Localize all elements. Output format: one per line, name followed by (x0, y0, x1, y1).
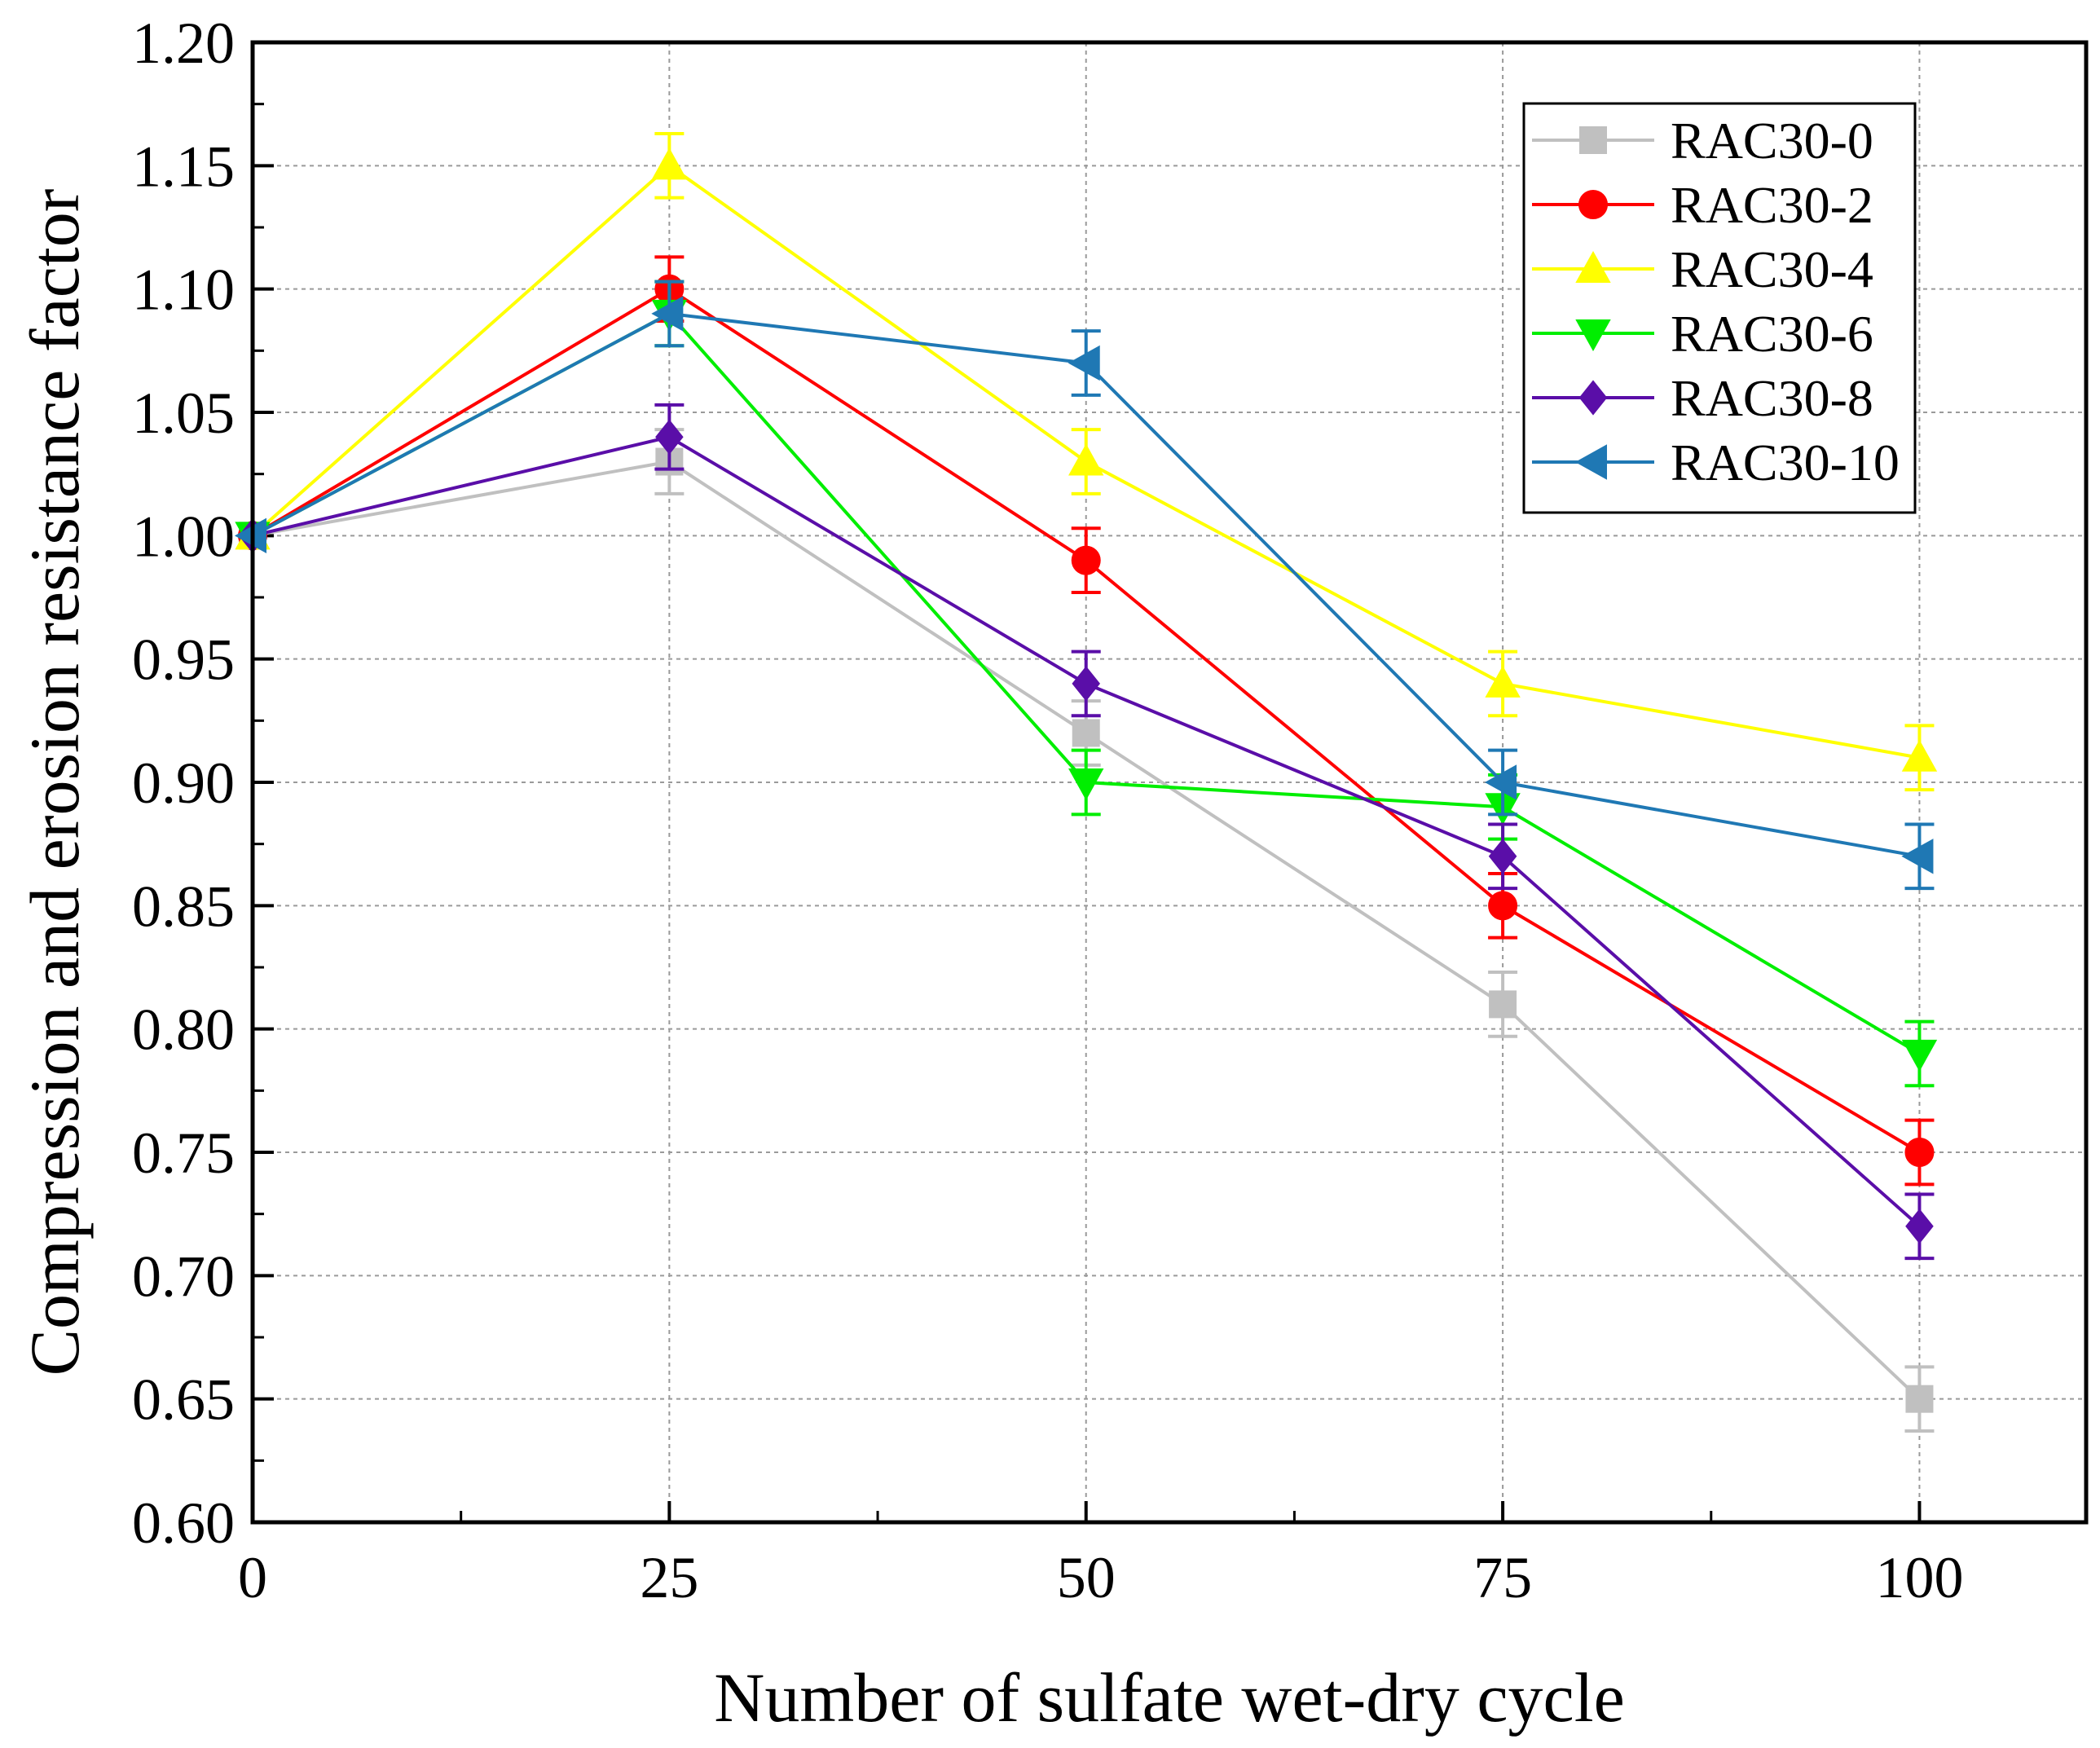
legend-label: RAC30-2 (1671, 176, 1873, 234)
data-point (1068, 345, 1100, 381)
series-layer (234, 131, 1938, 1433)
x-tick-label: 0 (238, 1545, 267, 1610)
legend-marker (1574, 444, 1607, 480)
legend-label: RAC30-6 (1671, 305, 1873, 363)
y-tick-label: 0.65 (132, 1367, 235, 1433)
data-point (1905, 1385, 1934, 1413)
y-tick-label: 0.85 (132, 874, 235, 939)
data-point (1068, 768, 1104, 801)
legend-marker (1578, 190, 1608, 219)
data-point (1488, 891, 1518, 921)
legend-label: RAC30-10 (1671, 434, 1900, 491)
x-tick-label: 75 (1473, 1545, 1532, 1610)
legend-label: RAC30-0 (1671, 112, 1873, 170)
data-point (1488, 839, 1517, 874)
data-point (1901, 739, 1938, 772)
y-tick-label: 1.15 (132, 134, 235, 199)
x-tick-label: 50 (1057, 1545, 1116, 1610)
data-point (1485, 764, 1517, 800)
x-tick-label: 100 (1875, 1545, 1963, 1610)
data-point (1904, 1138, 1935, 1167)
data-point (1072, 719, 1100, 747)
legend-label: RAC30-8 (1671, 369, 1873, 427)
data-point (1071, 545, 1101, 575)
data-point (1485, 665, 1521, 698)
data-point (1905, 1209, 1934, 1244)
legend-item: RAC30-6 (1532, 305, 1873, 363)
y-tick-label: 1.10 (132, 258, 235, 323)
legend-item: RAC30-4 (1532, 240, 1873, 298)
legend-label: RAC30-4 (1671, 240, 1873, 298)
x-axis-title: Number of sulfate wet-dry cycle (714, 1658, 1625, 1737)
legend-marker (1575, 250, 1611, 283)
y-tick-label: 0.90 (132, 751, 235, 816)
legend-item: RAC30-2 (1532, 176, 1873, 234)
data-point (651, 296, 684, 332)
tick-labels: 0.60 0.65 0.70 0.75 0.80 0.85 0.90 0.95 1.00 1.05… (132, 11, 1963, 1610)
legend-marker (1578, 380, 1608, 416)
y-axis-title: Compression and erosion resistance facto… (15, 189, 94, 1376)
y-tick-label: 1.00 (132, 504, 235, 569)
y-tick-label: 1.05 (132, 381, 235, 446)
y-tick-label: 0.95 (132, 627, 235, 693)
y-tick-label: 0.70 (132, 1244, 235, 1309)
legend-marker (1575, 319, 1611, 352)
data-point (1489, 990, 1517, 1019)
plot-frame (250, 40, 2089, 1525)
x-tick-label: 25 (640, 1545, 698, 1610)
data-point (1901, 839, 1934, 874)
data-point (1072, 666, 1101, 702)
data-point (1901, 1039, 1938, 1072)
data-point (651, 148, 688, 180)
data-point (1068, 443, 1104, 476)
legend-item: RAC30-0 (1532, 112, 1873, 170)
y-tick-label: 1.20 (132, 11, 235, 76)
legend-item: RAC30-10 (1532, 434, 1900, 491)
y-tick-label: 0.60 (132, 1490, 235, 1556)
y-tick-label: 0.75 (132, 1121, 235, 1186)
data-point (655, 419, 684, 455)
legend: RAC30-0 RAC30-2 RAC30-4 RAC30-6 RAC30-8 RAC30… (1522, 102, 1917, 514)
legend-item: RAC30-8 (1532, 369, 1873, 427)
legend-marker (1579, 126, 1607, 154)
legend-box (1522, 102, 1917, 514)
y-tick-label: 0.80 (132, 997, 235, 1063)
